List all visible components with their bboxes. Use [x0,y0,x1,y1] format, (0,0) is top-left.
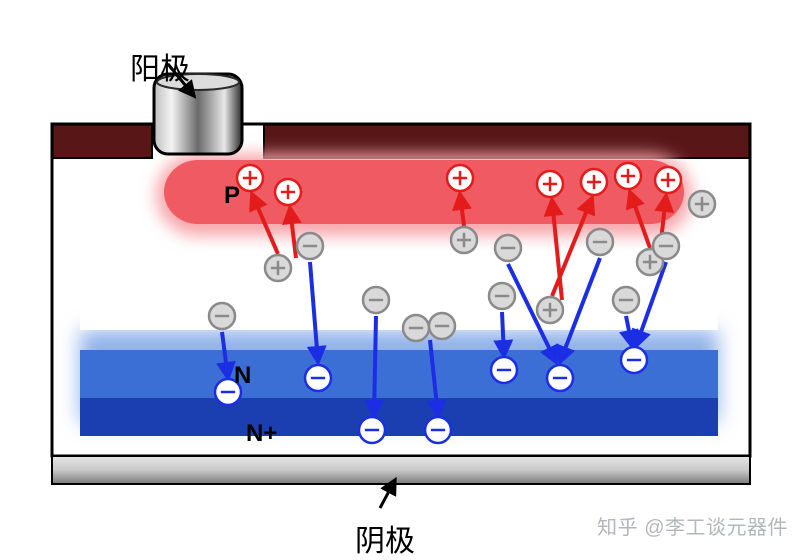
device-structure [52,74,750,484]
n-plus-region-label: N+ [246,420,277,448]
cathode-label: 阴极 [355,516,415,560]
anode-label: 阳极 [130,44,190,88]
n-region-label: N [234,362,251,390]
watermark-text: 知乎 @李工谈元器件 [597,511,788,540]
p-region-label: P [224,182,240,210]
diagram-canvas [0,0,800,548]
